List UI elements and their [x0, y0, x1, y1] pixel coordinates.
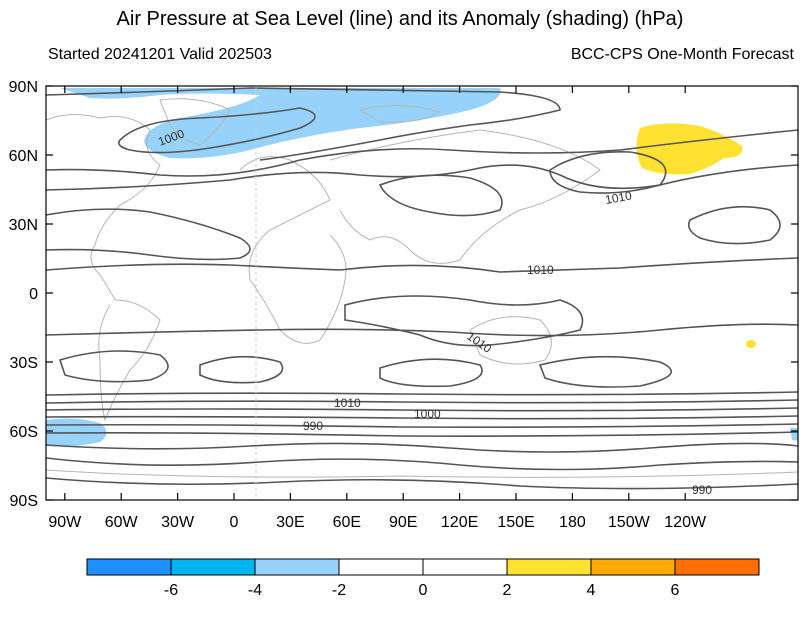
- south-america-coast: [98, 299, 161, 422]
- lat-tick-label: 30S: [10, 355, 38, 372]
- europe-africa-coast: [239, 156, 347, 344]
- lat-tick-label: 90N: [9, 79, 38, 96]
- australia-coast: [469, 316, 552, 365]
- contour-southern-4: [46, 415, 798, 420]
- contour-label: 1000: [414, 407, 441, 421]
- contour-south-high-4: [538, 355, 672, 388]
- colorbar-swatch: [590, 558, 676, 576]
- lat-tick-label: 60S: [10, 424, 38, 441]
- contour-indian-low: [344, 295, 584, 347]
- lon-tick-label: 180: [559, 514, 586, 531]
- colorbar-swatch: [674, 558, 760, 576]
- contour-southern-2: [46, 399, 798, 404]
- lon-tick-label: 0: [230, 514, 239, 531]
- colorbar-label: 4: [587, 582, 596, 599]
- south-pacific-positive-anomaly: [746, 340, 756, 348]
- contour-azores-high: [46, 208, 251, 261]
- contour-southern-6: [46, 431, 798, 437]
- colorbar-label: -4: [248, 582, 262, 599]
- contour-south-high-3: [379, 358, 483, 388]
- colorbar-swatch: [338, 558, 424, 576]
- colorbar-swatch: [254, 558, 340, 576]
- colorbar-label: -2: [332, 582, 346, 599]
- contour-antarctic-1: [46, 457, 798, 471]
- pacific-positive-anomaly: [636, 123, 743, 175]
- lon-tick-label: 150W: [608, 514, 651, 531]
- latitude-axis: 90N 60N 30N 0 30S 60S 90S: [9, 79, 798, 510]
- contour-labels: 1000 1010 1010 1010 1010 1000 990 990: [156, 126, 712, 497]
- mid-atlantic-negative-anomaly: [237, 115, 334, 132]
- contour-southern-5: [46, 423, 798, 428]
- lon-tick-label: 60W: [105, 514, 139, 531]
- lon-tick-label: 30E: [276, 514, 304, 531]
- colorbar-label: 0: [419, 582, 428, 599]
- contour-south-high-2: [199, 355, 284, 384]
- colorbar-label: 6: [671, 582, 680, 599]
- anomaly-colorbar: -6 -4 -2 0 2 4 6: [86, 558, 760, 599]
- contour-subtropic-south: [46, 323, 798, 337]
- colorbar-swatch: [422, 558, 508, 576]
- contour-antarctic-low: [46, 442, 798, 453]
- chart-title: Air Pressure at Sea Level (line) and its…: [116, 8, 684, 30]
- pressure-contours: [46, 87, 798, 490]
- coastlines: [46, 98, 798, 478]
- contour-siberian-high: [378, 174, 503, 217]
- colorbar-swatch: [170, 558, 256, 576]
- lon-tick-label: 120W: [664, 514, 707, 531]
- contour-label: 1010: [464, 329, 494, 356]
- lon-tick-label: 150E: [497, 514, 534, 531]
- lon-tick-label: 30W: [161, 514, 195, 531]
- map-plot-area: 1000 1010 1010 1010 1010 1000 990 990: [46, 86, 798, 500]
- colorbar-label: 2: [503, 582, 512, 599]
- lon-tick-label: 90E: [389, 514, 417, 531]
- colorbar-swatch: [86, 558, 172, 576]
- lon-tick-label: 90W: [48, 514, 82, 531]
- antarctica-coast: [46, 469, 798, 478]
- forecast-dates: Started 20241201 Valid 202503: [48, 46, 272, 63]
- contour-label: 1010: [527, 263, 554, 277]
- forecast-source: BCC-CPS One-Month Forecast: [570, 46, 794, 63]
- contour-southern-1: [46, 391, 798, 396]
- lat-tick-label: 0: [29, 286, 38, 303]
- contour-north-1: [46, 129, 798, 177]
- lon-tick-label: 60E: [333, 514, 361, 531]
- contour-arctic-low: [117, 107, 316, 154]
- contour-antarctic-2: [46, 477, 798, 490]
- longitude-axis: 90W 60W 30W 0 30E 60E 90E 120E 150E 180 150W 120W: [48, 86, 707, 531]
- north-america-coast: [46, 114, 161, 301]
- contour-pacific-low: [549, 151, 667, 194]
- contour-south-high-1: [58, 350, 169, 383]
- asia-coast: [329, 129, 601, 264]
- contour-label: 1010: [604, 188, 633, 206]
- lat-tick-label: 90S: [10, 493, 38, 510]
- lat-tick-label: 60N: [9, 148, 38, 165]
- lon-tick-label: 120E: [441, 514, 478, 531]
- contour-label: 990: [303, 419, 323, 433]
- lat-tick-label: 30N: [9, 217, 38, 234]
- colorbar-label: -6: [164, 582, 178, 599]
- contour-tropics-north: [46, 257, 798, 273]
- contour-arctic-high: [46, 87, 561, 161]
- greenland-coast: [159, 98, 231, 146]
- contour-label: 990: [692, 483, 712, 497]
- colorbar-swatch: [506, 558, 592, 576]
- contour-southern-3: [46, 407, 798, 412]
- contour-pacific-high: [687, 205, 781, 245]
- contour-label: 1010: [334, 396, 361, 410]
- arctic-islands-coast: [358, 105, 442, 123]
